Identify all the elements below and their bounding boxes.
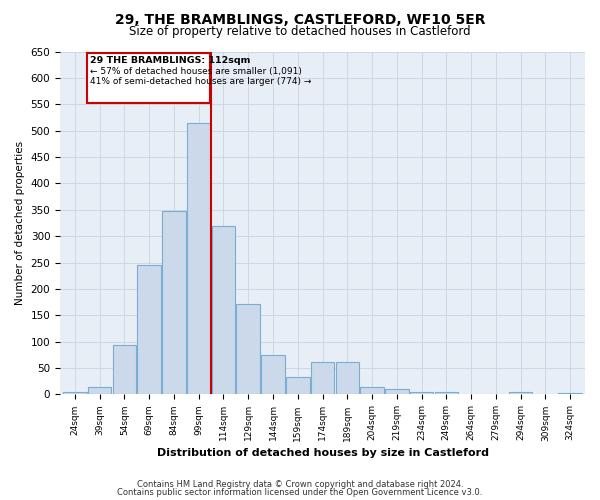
Bar (88, 386, 112, 394)
Bar (162, 211, 185, 394)
Bar (137, 265, 161, 394)
Bar (311, 362, 334, 394)
Bar (261, 355, 285, 395)
Bar (212, 226, 235, 394)
Bar (434, 392, 458, 394)
X-axis label: Distribution of detached houses by size in Castleford: Distribution of detached houses by size … (157, 448, 488, 458)
Bar (360, 386, 384, 394)
Text: Size of property relative to detached houses in Castleford: Size of property relative to detached ho… (129, 25, 471, 38)
Bar (335, 362, 359, 394)
Text: 29, THE BRAMBLINGS, CASTLEFORD, WF10 5ER: 29, THE BRAMBLINGS, CASTLEFORD, WF10 5ER (115, 12, 485, 26)
Bar (187, 122, 211, 394)
Y-axis label: Number of detached properties: Number of detached properties (15, 141, 25, 305)
Bar (509, 392, 532, 394)
Bar (236, 304, 260, 394)
Text: 29 THE BRAMBLINGS: 112sqm: 29 THE BRAMBLINGS: 112sqm (90, 56, 251, 66)
Bar (286, 377, 310, 394)
Bar (87, 52, 210, 102)
Text: ← 57% of detached houses are smaller (1,091): ← 57% of detached houses are smaller (1,… (90, 67, 302, 76)
Bar (63, 392, 86, 394)
Text: Contains public sector information licensed under the Open Government Licence v3: Contains public sector information licen… (118, 488, 482, 497)
Bar (385, 389, 409, 394)
Text: Contains HM Land Registry data © Crown copyright and database right 2024.: Contains HM Land Registry data © Crown c… (137, 480, 463, 489)
Text: 41% of semi-detached houses are larger (774) →: 41% of semi-detached houses are larger (… (90, 76, 311, 86)
Bar (410, 392, 433, 394)
Bar (113, 346, 136, 395)
